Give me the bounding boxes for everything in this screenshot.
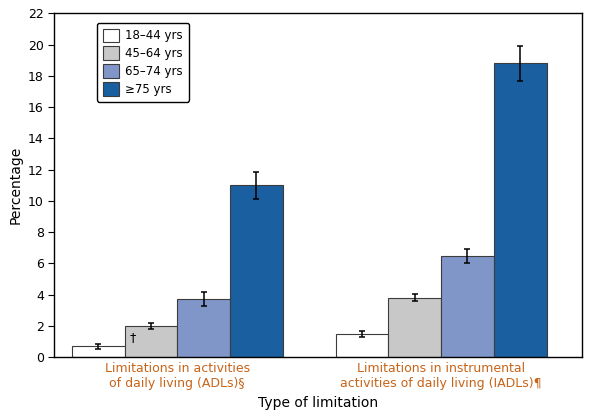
Bar: [388, 298, 441, 357]
Bar: [441, 256, 494, 357]
Bar: [177, 299, 230, 357]
X-axis label: Type of limitation: Type of limitation: [258, 396, 378, 410]
Bar: [494, 64, 546, 357]
Bar: [230, 185, 283, 357]
Y-axis label: Percentage: Percentage: [8, 146, 22, 224]
Bar: [124, 326, 177, 357]
Bar: [336, 334, 388, 357]
Legend: 18–44 yrs, 45–64 yrs, 65–74 yrs, ≥75 yrs: 18–44 yrs, 45–64 yrs, 65–74 yrs, ≥75 yrs: [97, 23, 189, 102]
Text: †: †: [130, 331, 136, 344]
Bar: [72, 346, 124, 357]
